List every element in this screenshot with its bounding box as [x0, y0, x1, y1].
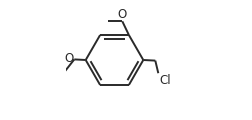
Text: O: O	[117, 8, 127, 21]
Text: O: O	[64, 52, 73, 65]
Text: Cl: Cl	[158, 74, 170, 87]
